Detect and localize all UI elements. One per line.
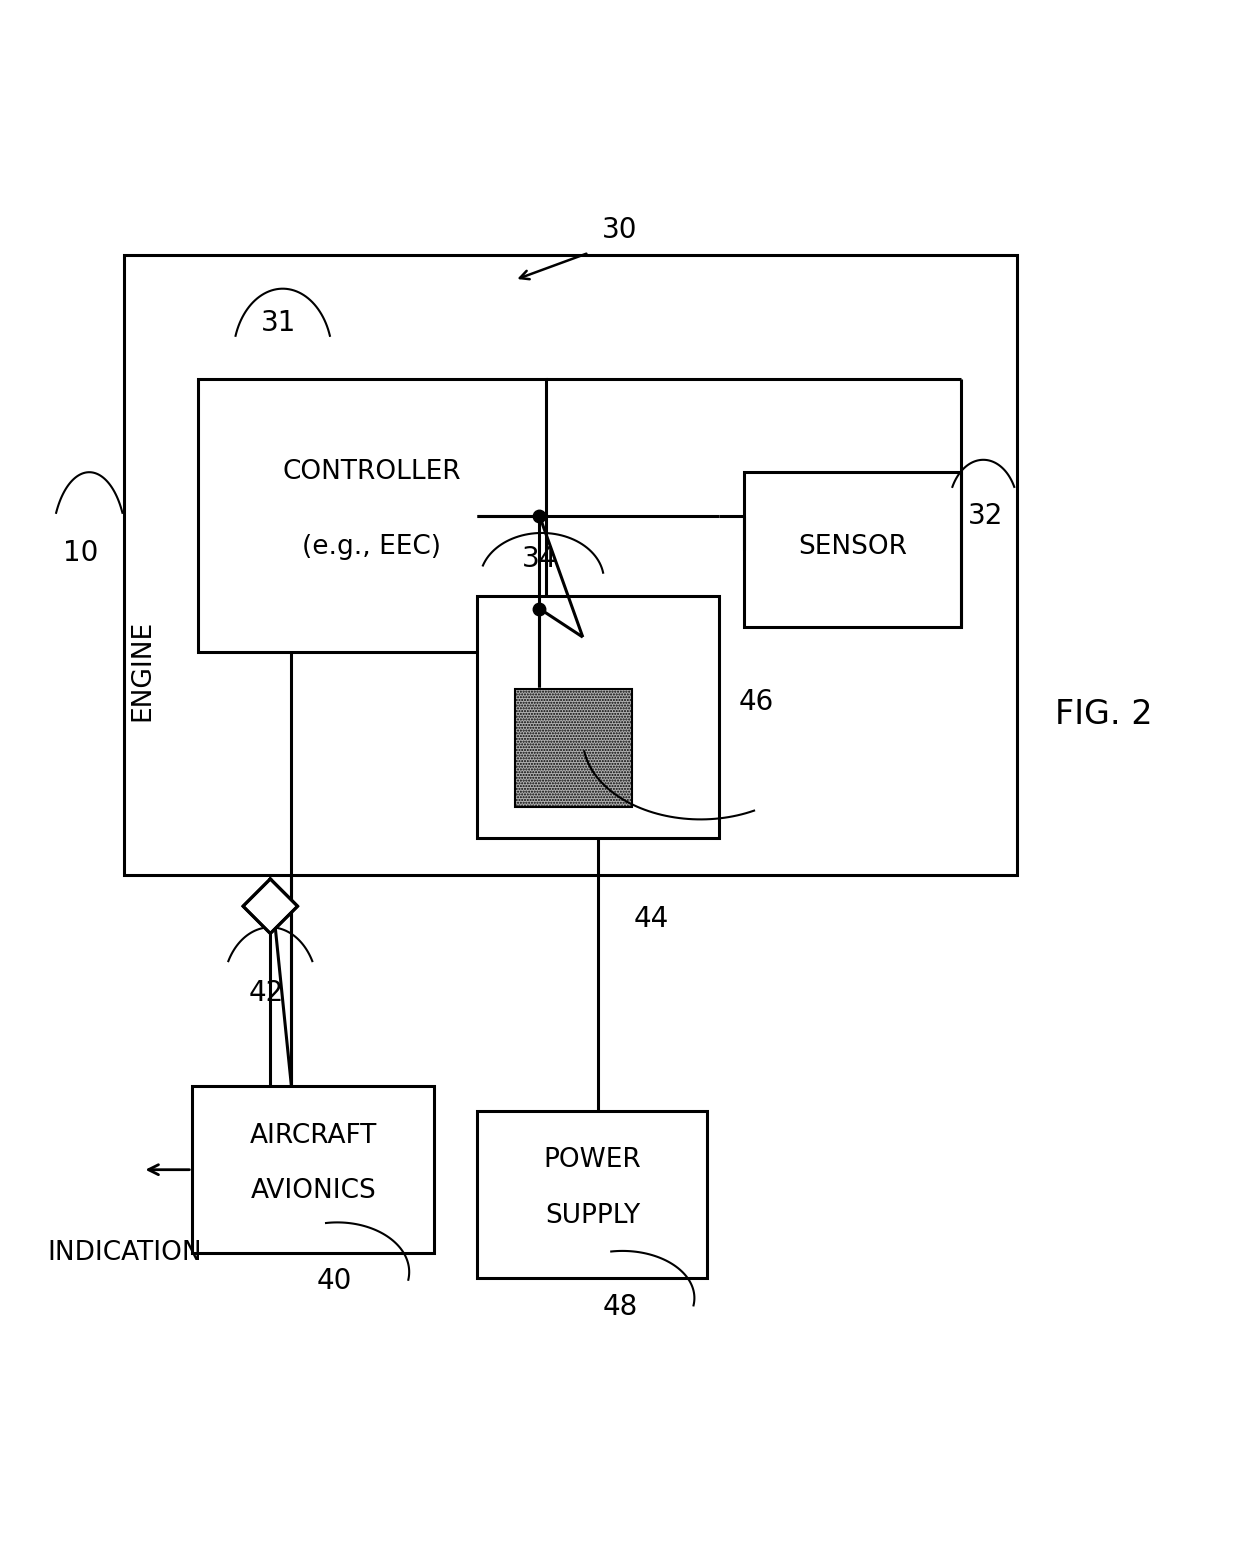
- Text: 32: 32: [968, 501, 1003, 529]
- Text: 10: 10: [63, 539, 98, 566]
- Bar: [198, 379, 546, 652]
- Bar: [124, 255, 1017, 875]
- Bar: [477, 596, 719, 838]
- Text: SUPPLY: SUPPLY: [546, 1203, 640, 1229]
- Text: SENSOR: SENSOR: [799, 534, 908, 560]
- Text: AVIONICS: AVIONICS: [250, 1178, 377, 1204]
- Text: 48: 48: [603, 1293, 637, 1321]
- Text: 44: 44: [634, 905, 668, 933]
- Text: CONTROLLER: CONTROLLER: [283, 459, 461, 486]
- Text: 46: 46: [739, 688, 774, 715]
- Text: (e.g., EEC): (e.g., EEC): [303, 534, 441, 560]
- Text: 30: 30: [603, 216, 637, 244]
- Text: 34: 34: [522, 545, 557, 573]
- Polygon shape: [243, 878, 298, 933]
- Bar: [515, 689, 632, 807]
- Text: 31: 31: [262, 309, 296, 337]
- Text: 40: 40: [317, 1266, 352, 1294]
- Text: INDICATION: INDICATION: [47, 1240, 202, 1266]
- Text: FIG. 2: FIG. 2: [1055, 697, 1152, 731]
- Bar: [744, 472, 961, 627]
- Bar: [192, 1086, 434, 1254]
- Text: AIRCRAFT: AIRCRAFT: [250, 1122, 377, 1148]
- Text: 42: 42: [249, 979, 284, 1007]
- Text: ENGINE: ENGINE: [130, 621, 155, 722]
- Text: POWER: POWER: [544, 1147, 641, 1173]
- Bar: [477, 1111, 707, 1279]
